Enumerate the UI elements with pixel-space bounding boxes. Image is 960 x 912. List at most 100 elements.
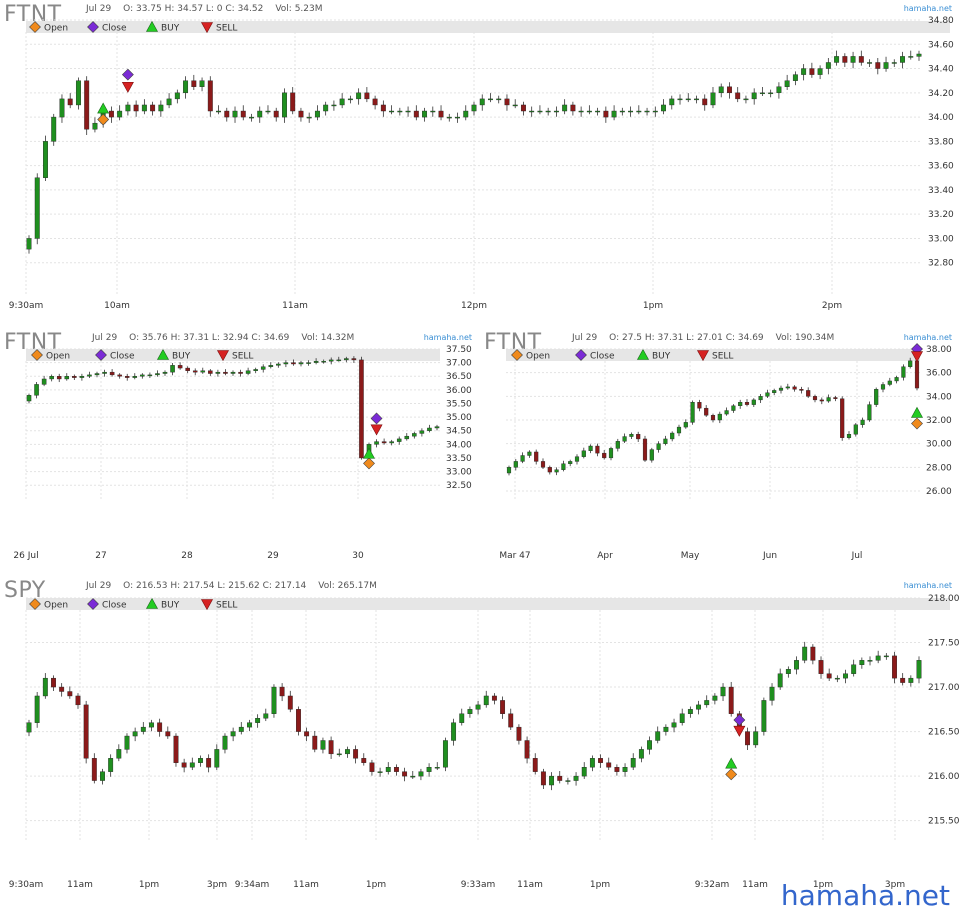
- x-tick-label: Apr: [597, 551, 613, 561]
- candle-body: [772, 390, 777, 393]
- y-tick-label: 35.00: [446, 413, 472, 423]
- candle-body: [189, 762, 195, 768]
- candle-body: [630, 758, 636, 768]
- candle-body: [731, 405, 736, 411]
- candle-body: [232, 110, 238, 118]
- candle-body: [173, 735, 179, 763]
- grid: [25, 597, 922, 842]
- legend-bar: [26, 21, 950, 33]
- candle-body: [84, 80, 90, 130]
- candle-body: [215, 371, 221, 374]
- close-marker: [87, 598, 99, 610]
- candle-body: [359, 359, 364, 459]
- candle-body: [483, 695, 489, 706]
- candle-body: [615, 441, 620, 449]
- candle-body: [116, 749, 122, 759]
- candle-body: [206, 758, 212, 768]
- candle-body: [451, 722, 457, 741]
- candle-body: [344, 358, 349, 361]
- chart-legend: Open Close BUY SELL: [511, 348, 733, 362]
- close-marker: [95, 349, 107, 361]
- candle-body: [249, 116, 254, 119]
- y-tick-label: 38.00: [926, 345, 952, 355]
- candle-body: [908, 56, 914, 58]
- chart-legend: Open Close BUY SELL: [31, 348, 253, 362]
- x-tick-label: 30: [352, 551, 364, 561]
- brand-link[interactable]: hamaha.net: [903, 333, 952, 342]
- candle-body: [513, 461, 518, 468]
- close-marker: [370, 412, 383, 425]
- brand-link[interactable]: hamaha.net: [903, 581, 952, 590]
- candle-body: [208, 370, 213, 374]
- candle-body: [199, 80, 205, 87]
- candle-body: [191, 80, 197, 87]
- candle-body: [496, 98, 502, 101]
- candle-body: [606, 762, 612, 768]
- candle-body: [271, 686, 277, 714]
- buy-marker: [145, 20, 159, 32]
- brand-link[interactable]: hamaha.net: [423, 333, 472, 342]
- buy-marker: [97, 102, 110, 114]
- candle-body: [652, 110, 658, 113]
- candle-body: [834, 56, 840, 63]
- x-tick-label: 11am: [293, 880, 319, 890]
- x-tick-label: 1pm: [643, 301, 663, 311]
- watermark-text[interactable]: hamaha.net: [780, 879, 950, 912]
- candlestick-chart: Open Close BUY SELL 26.00 28.00 30.00 32.00 34.0…: [499, 343, 952, 561]
- candle-body: [826, 397, 831, 402]
- candle-body: [321, 361, 326, 363]
- y-tick-label: 30.00: [926, 440, 952, 450]
- candle-body: [728, 686, 734, 714]
- candle-body: [34, 177, 40, 239]
- candle-body: [26, 722, 32, 733]
- candle-body: [892, 655, 897, 679]
- candle-body: [304, 731, 310, 737]
- candle-body: [51, 116, 57, 142]
- candle-body: [282, 92, 287, 118]
- candle-body: [595, 445, 600, 454]
- candle-body: [759, 92, 765, 95]
- candle-body: [769, 686, 775, 701]
- candle-body: [434, 426, 440, 429]
- info-volume: Vol: 14.32M: [301, 333, 355, 343]
- candle-body: [900, 56, 905, 63]
- candle-body: [677, 98, 683, 101]
- info-date: Jul 29: [86, 4, 112, 14]
- candle-body: [26, 395, 32, 402]
- trade-markers: [97, 68, 134, 126]
- y-tick-label: 37.50: [446, 345, 472, 355]
- y-tick-label: 32.50: [446, 481, 472, 491]
- candle-body: [908, 677, 914, 683]
- candle-body: [557, 775, 563, 781]
- candle-body: [265, 110, 271, 113]
- candle-body: [102, 371, 107, 374]
- y-tick-label: 34.20: [928, 89, 954, 99]
- candle-body: [687, 709, 693, 714]
- legend-bar: [26, 598, 950, 610]
- candle-body: [636, 433, 641, 440]
- candle-body: [75, 695, 81, 706]
- sell-marker: [121, 81, 134, 93]
- candle-body: [611, 110, 617, 118]
- candle-body: [412, 433, 417, 437]
- candle-body: [524, 740, 530, 759]
- candle-body: [26, 238, 32, 250]
- candle-body: [238, 371, 243, 374]
- candlestick-chart: Open Close BUY SELL 32.50 33.00 33.50 34.00 34.5…: [13, 345, 472, 561]
- candle-body: [809, 68, 815, 75]
- candle-body: [273, 110, 279, 118]
- candle-body: [240, 110, 246, 118]
- candle-body: [67, 691, 73, 697]
- legend-item-buy: BUY: [161, 601, 180, 611]
- candle-body: [124, 735, 130, 750]
- candle-body: [430, 110, 436, 113]
- candle-body: [696, 704, 701, 710]
- candle-body: [588, 445, 593, 451]
- candle-body: [710, 415, 716, 421]
- legend-bar: [506, 349, 920, 361]
- y-tick-label: 33.00: [928, 234, 954, 244]
- brand-link[interactable]: hamaha.net: [903, 4, 952, 13]
- candle-body: [537, 110, 543, 113]
- x-tick-label: 1pm: [590, 880, 610, 890]
- y-tick-label: 217.50: [928, 639, 960, 649]
